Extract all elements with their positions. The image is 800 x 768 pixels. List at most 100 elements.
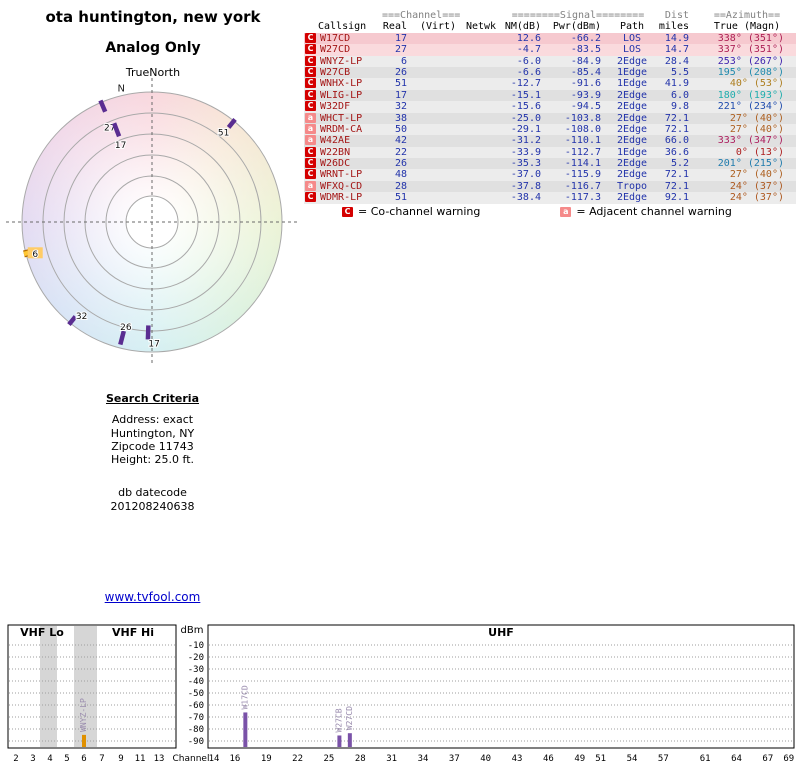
nm-cell: -6.6 bbox=[516, 66, 541, 78]
real-channel-cell: 28 bbox=[394, 180, 407, 192]
path-cell: Tropo bbox=[616, 180, 648, 192]
channel-tick-label: 28 bbox=[355, 754, 366, 764]
miles-cell: 9.8 bbox=[670, 101, 689, 113]
netwk-cell bbox=[460, 90, 502, 101]
path-cell: 2Edge bbox=[616, 158, 648, 170]
channel-tick-label: 13 bbox=[154, 754, 165, 764]
channel-tick-label: 34 bbox=[418, 754, 429, 764]
callsign-cell: WNYZ-LP bbox=[320, 55, 363, 67]
real-channel-cell: 26 bbox=[394, 66, 407, 78]
real-channel-cell: 38 bbox=[394, 112, 407, 124]
co-channel-warning-icon: C bbox=[305, 169, 316, 180]
virt-cell bbox=[416, 135, 460, 146]
real-channel-cell: 32 bbox=[394, 101, 407, 113]
search-criteria-line: Zipcode 11743 bbox=[111, 439, 194, 453]
search-criteria: Search Criteria Address: exact Huntingto… bbox=[55, 392, 250, 513]
warning-cell: C bbox=[304, 192, 318, 203]
legend-adjacent-channel-text: = Adjacent channel warning bbox=[576, 205, 732, 218]
channel-tick-label: 67 bbox=[762, 754, 773, 764]
col-miles: miles bbox=[658, 21, 689, 33]
channel-tick-label: 54 bbox=[627, 754, 638, 764]
miles-cell: 5.5 bbox=[670, 66, 689, 78]
pwr-cell: -108.0 bbox=[564, 123, 601, 135]
table-row: a W42AE 42 -31.2 -110.1 2Edge 66.0 333° (347°) bbox=[304, 135, 796, 147]
azimuth-cell: 201° (215°) bbox=[717, 158, 784, 170]
pwr-cell: -112.7 bbox=[564, 146, 601, 158]
warning-cell: C bbox=[304, 66, 318, 78]
dbm-tick-label: -80 bbox=[188, 725, 204, 735]
callsign-cell: WHCT-LP bbox=[320, 112, 363, 124]
pwr-cell: -84.9 bbox=[570, 55, 601, 67]
col-netwk: Netwk bbox=[465, 21, 497, 33]
miles-cell: 36.6 bbox=[664, 146, 689, 158]
group-header-channel: ===Channel=== bbox=[382, 10, 461, 21]
pwr-cell: -117.3 bbox=[564, 192, 601, 204]
channel-tick-label: 16 bbox=[229, 754, 240, 764]
uhf-label: UHF bbox=[488, 626, 514, 639]
miles-cell: 72.1 bbox=[664, 123, 689, 135]
signal-bar bbox=[337, 735, 342, 747]
col-nm: NM(dB) bbox=[504, 21, 541, 33]
table-row: C W27CB 26 -6.6 -85.4 1Edge 5.5 195° (208°) bbox=[304, 66, 796, 79]
netwk-cell bbox=[460, 101, 502, 112]
vhf-hi-label: VHF Hi bbox=[112, 626, 154, 639]
nm-cell: -29.1 bbox=[510, 123, 541, 135]
warning-cell: a bbox=[304, 123, 318, 135]
channel-tick-label: 25 bbox=[324, 754, 335, 764]
channel-marker bbox=[226, 118, 237, 129]
channel-tick-label: 69 bbox=[783, 754, 794, 764]
warning-cell: a bbox=[304, 112, 318, 124]
azimuth-cell: 333° (347°) bbox=[717, 135, 784, 147]
table-row: C W17CD 17 12.6 -66.2 LOS 14.9 338° (351°) bbox=[304, 32, 796, 45]
virt-cell bbox=[416, 147, 460, 158]
warning-cell: C bbox=[304, 55, 318, 67]
channel-tick-label: 49 bbox=[574, 754, 585, 764]
tvfool-link[interactable]: www.tvfool.com bbox=[104, 590, 201, 604]
adjacent-channel-warning-icon: a bbox=[305, 180, 316, 191]
azimuth-cell: 180° (193°) bbox=[717, 89, 784, 101]
channel-tick-label: 40 bbox=[480, 754, 491, 764]
netwk-cell bbox=[460, 113, 502, 124]
path-cell: 2Edge bbox=[616, 135, 648, 147]
search-criteria-line: Height: 25.0 ft. bbox=[110, 453, 195, 467]
channel-label-bg bbox=[27, 247, 43, 259]
pwr-cell: -94.5 bbox=[570, 101, 601, 113]
col-azimuth: True (Magn) bbox=[713, 21, 781, 33]
virt-cell bbox=[416, 169, 460, 180]
col-callsign: Callsign bbox=[318, 21, 367, 33]
vhf-panel bbox=[7, 624, 177, 749]
pwr-cell: -103.8 bbox=[564, 112, 601, 124]
real-channel-cell: 48 bbox=[394, 169, 407, 181]
signal-table: ===Channel=== ========Signal======== Dist =… bbox=[304, 10, 796, 204]
callsign-cell: W27CD bbox=[320, 44, 351, 56]
pwr-cell: -83.5 bbox=[570, 44, 601, 56]
channel-tick-label: 19 bbox=[261, 754, 272, 764]
callsign-cell: WFXQ-CD bbox=[320, 180, 363, 192]
callsign-cell: W26DC bbox=[320, 158, 351, 170]
warning-cell: C bbox=[304, 146, 318, 158]
channel-tick-label: 22 bbox=[292, 754, 303, 764]
adjacent-channel-warning-icon: a bbox=[560, 206, 572, 217]
real-channel-cell: 17 bbox=[394, 32, 407, 44]
signal-bar bbox=[82, 734, 86, 747]
channel-tick-label: 43 bbox=[512, 754, 523, 764]
netwk-cell bbox=[460, 147, 502, 158]
pwr-cell: -114.1 bbox=[564, 158, 601, 170]
netwk-cell bbox=[460, 56, 502, 67]
callsign-cell: WRDM-CA bbox=[320, 123, 363, 135]
pwr-cell: -85.4 bbox=[570, 66, 601, 78]
netwk-cell bbox=[460, 135, 502, 146]
virt-cell bbox=[416, 78, 460, 89]
channel-marker bbox=[111, 122, 122, 138]
vhf-shaded-band bbox=[40, 626, 57, 747]
pwr-cell: -116.7 bbox=[564, 180, 601, 192]
real-channel-cell: 26 bbox=[394, 158, 407, 170]
path-cell: LOS bbox=[622, 44, 642, 56]
nm-cell: -15.6 bbox=[510, 101, 541, 113]
netwk-cell bbox=[460, 181, 502, 192]
callsign-cell: W27CB bbox=[320, 66, 351, 78]
channel-tick-label: 5 bbox=[64, 754, 69, 764]
real-channel-cell: 42 bbox=[394, 135, 407, 147]
